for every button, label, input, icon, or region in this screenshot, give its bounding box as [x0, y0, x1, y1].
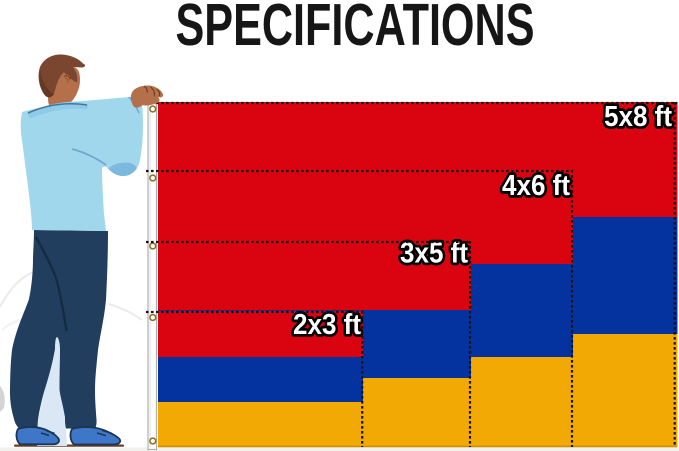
svg-text:2x3 ft: 2x3 ft [293, 309, 361, 341]
svg-text:3x5 ft: 3x5 ft [400, 238, 468, 270]
svg-text:5x8 ft: 5x8 ft [604, 101, 672, 133]
svg-text:4x6 ft: 4x6 ft [502, 170, 570, 202]
svg-text:SPECIFICATIONS: SPECIFICATIONS [176, 0, 535, 58]
